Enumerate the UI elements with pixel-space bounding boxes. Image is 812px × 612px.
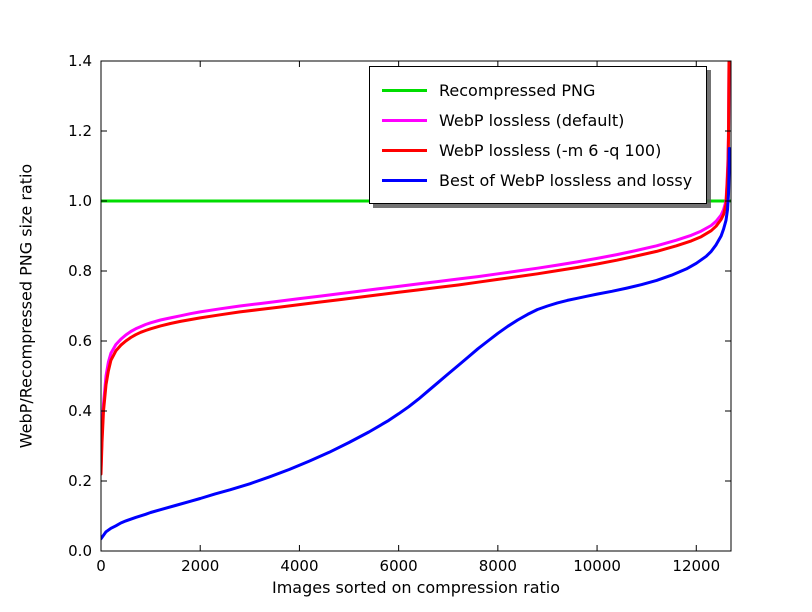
legend-line-swatch — [382, 118, 427, 122]
x-tick-label: 6000 — [380, 557, 418, 575]
legend-item-label: Recompressed PNG — [439, 80, 596, 100]
y-tick-label: 1.2 — [68, 122, 92, 140]
legend-item: WebP lossless (-m 6 -q 100) — [382, 135, 692, 165]
legend-item: Best of WebP lossless and lossy — [382, 165, 692, 195]
y-tick-label: 0.0 — [68, 542, 92, 560]
legend-line-swatch — [382, 178, 427, 182]
y-axis-label: WebP/Recompressed PNG size ratio — [16, 163, 36, 449]
x-tick-label: 4000 — [280, 557, 318, 575]
x-tick-label: 8000 — [479, 557, 517, 575]
series-line-2 — [101, 61, 731, 476]
x-tick-label: 10000 — [573, 557, 621, 575]
y-tick-label: 0.2 — [68, 472, 92, 490]
legend-item: WebP lossless (default) — [382, 105, 692, 135]
legend-item: Recompressed PNG — [382, 75, 692, 105]
y-tick-label: 0.6 — [68, 332, 92, 350]
y-tick-label: 1.0 — [68, 192, 92, 210]
y-tick-label: 1.4 — [68, 52, 92, 70]
legend-item-label: WebP lossless (default) — [439, 110, 625, 130]
series-line-3 — [101, 147, 731, 541]
axes-frame — [100, 60, 732, 552]
x-tick-label: 12000 — [672, 557, 720, 575]
y-tick-label: 0.8 — [68, 262, 92, 280]
legend-item-label: WebP lossless (-m 6 -q 100) — [439, 140, 662, 160]
series-line-1 — [101, 61, 731, 469]
y-tick-label: 0.4 — [68, 402, 92, 420]
x-tick-label: 0 — [96, 557, 106, 575]
x-axis-label: Images sorted on compression ratio — [271, 578, 561, 597]
x-tick-label: 2000 — [181, 557, 219, 575]
legend-item-label: Best of WebP lossless and lossy — [439, 170, 693, 190]
legend-line-swatch — [382, 148, 427, 152]
legend-line-swatch — [382, 88, 427, 92]
legend: Recompressed PNG WebP lossless (default) W… — [369, 66, 708, 204]
